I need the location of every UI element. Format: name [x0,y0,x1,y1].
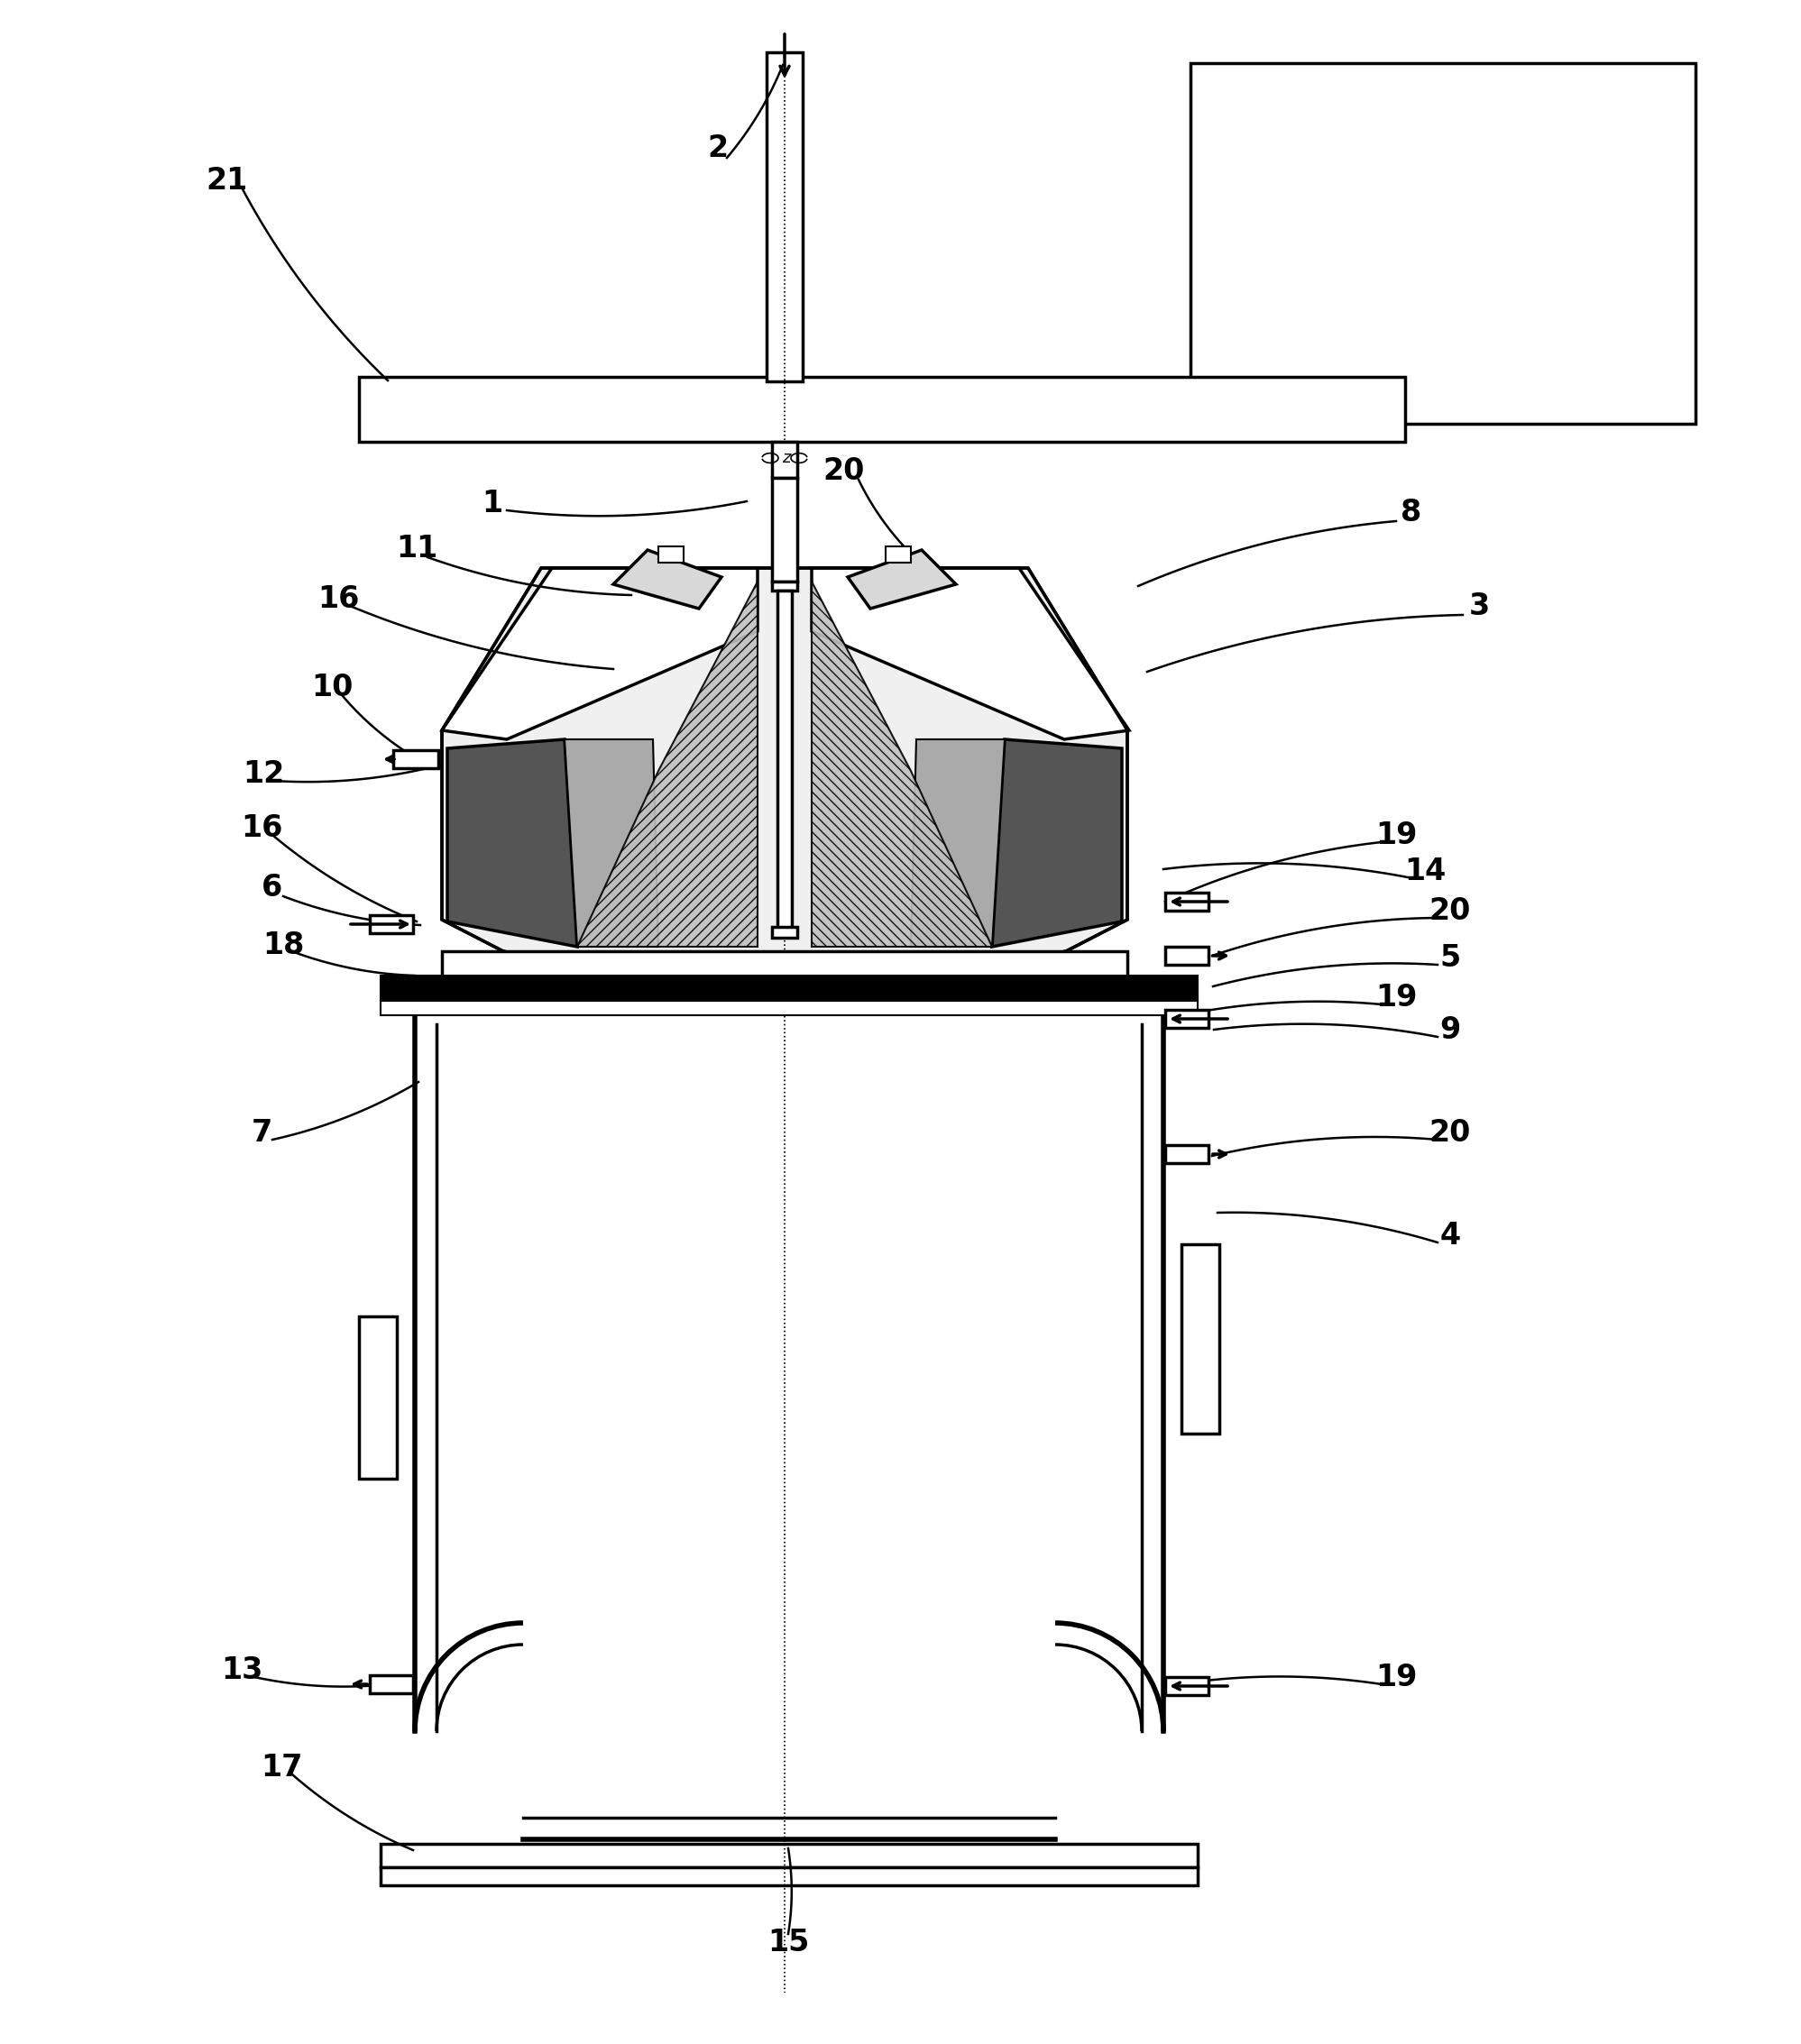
Text: 6: 6 [261,873,283,903]
Bar [1165,946,1208,965]
Polygon shape [441,568,1127,963]
Polygon shape [576,583,758,946]
Text: z: z [782,450,791,466]
Text: 14: 14 [1405,856,1446,885]
Bar [773,478,798,583]
Polygon shape [848,550,956,609]
Text: 3: 3 [1468,591,1489,621]
Bar [358,1316,396,1478]
Text: 19: 19 [1376,820,1417,850]
Text: 16: 16 [241,814,283,842]
Bar [369,916,412,934]
Bar [1190,63,1695,423]
Polygon shape [564,740,659,946]
Bar [380,1844,1198,1868]
Text: 18: 18 [263,930,304,961]
Text: 21: 21 [207,166,249,196]
Bar [659,546,684,562]
Bar [1181,1245,1219,1433]
Text: 15: 15 [767,1927,809,1958]
Text: 19: 19 [1376,1662,1417,1692]
Bar [773,442,798,478]
Bar [1165,1676,1208,1694]
Text: 20: 20 [1430,895,1471,926]
Text: 13: 13 [222,1656,263,1684]
Text: 4: 4 [1439,1220,1461,1251]
Bar [778,591,792,934]
Bar [441,950,1127,977]
Bar [773,583,798,591]
Bar [1165,1145,1208,1163]
Polygon shape [441,568,758,740]
Text: 20: 20 [1430,1118,1471,1147]
Text: 11: 11 [396,533,438,562]
Bar [1165,1010,1208,1028]
Bar [358,376,1405,442]
Bar [380,975,1198,1002]
Text: 16: 16 [317,585,358,613]
Polygon shape [614,550,722,609]
Text: 8: 8 [1401,497,1421,527]
Text: 2: 2 [708,135,728,164]
Polygon shape [812,568,1129,740]
Bar [767,53,803,382]
Bar [369,1676,412,1692]
Text: 7: 7 [250,1118,272,1147]
Text: 5: 5 [1439,942,1461,973]
Bar [773,926,798,938]
Polygon shape [992,740,1122,946]
Polygon shape [812,583,992,946]
Polygon shape [447,740,576,946]
Polygon shape [911,740,1005,946]
Bar [380,1002,1198,1016]
Text: 1: 1 [483,489,502,517]
Text: 20: 20 [823,456,864,486]
Text: 9: 9 [1439,1014,1461,1044]
Text: 12: 12 [243,758,285,789]
Bar [1165,893,1208,912]
Bar [886,546,911,562]
Text: 17: 17 [261,1752,303,1782]
Bar [393,750,438,769]
Text: 10: 10 [312,672,353,701]
Bar [380,1868,1198,1885]
Text: 19: 19 [1376,983,1417,1012]
